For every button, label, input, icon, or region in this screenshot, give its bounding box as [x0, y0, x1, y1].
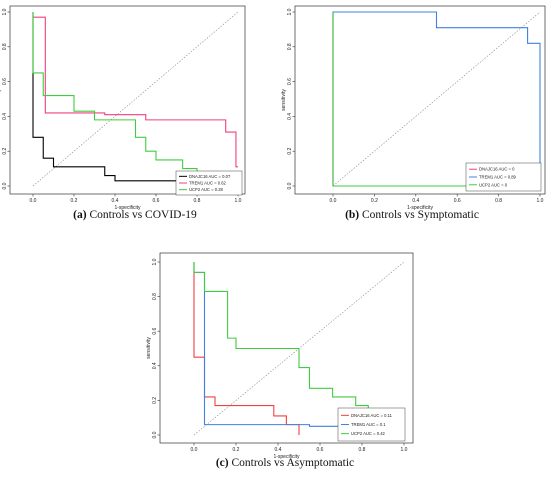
roc-curve-2 [33, 16, 238, 168]
legend-entry: UCP2 AUC = 0 [479, 182, 508, 187]
x-tick-label: 0.0 [30, 198, 37, 204]
panel-caption: (a) Controls vs COVID-19 [73, 209, 197, 221]
y-tick-label: 0.6 [2, 78, 8, 85]
legend-entry: UCP2 AUC = 0.42 [351, 431, 386, 436]
x-tick-label: 0.8 [495, 198, 502, 204]
roc-panel-2: 0.0 0.2 0.4 0.6 0.8 1.0 0.0 0.2 0.4 0.6 0.8 1.0 1-sp… [281, 5, 546, 221]
y-tick-label: 0.8 [287, 43, 293, 50]
legend-box [337, 407, 406, 442]
roc-curve-2 [193, 262, 404, 427]
y-axis-label: sensitivity [0, 89, 2, 111]
legend-box [175, 170, 243, 196]
legend-entry: DNAJC16 AUC = 0 [479, 167, 515, 172]
reference-diagonal [332, 11, 541, 187]
roc-curve-2 [332, 11, 541, 186]
legend-entry: TREM1 AUC = 0.1 [351, 422, 386, 427]
x-tick-label: 0.8 [194, 198, 201, 204]
plot-frame [294, 5, 546, 195]
y-axis-label: sensitivity [146, 337, 152, 359]
roc-panel-1: 0.0 0.2 0.4 0.6 0.8 1.0 0.0 0.2 0.4 0.6 0.8 1.0 1-sp… [0, 5, 246, 221]
x-tick-label: 0.8 [359, 447, 366, 453]
x-tick-label: 0.6 [317, 447, 324, 453]
legend-entry: TREM1 AUC = 0.89 [479, 175, 517, 180]
x-axis-label: 1-specificity [114, 205, 141, 211]
caption-text: Controls vs Asymptomatic [229, 457, 355, 469]
y-tick-label: 0.2 [2, 148, 8, 155]
y-tick-label: 0.8 [152, 293, 158, 300]
x-tick-label: 0.0 [330, 198, 337, 204]
y-tick-label: 0.4 [287, 113, 293, 120]
y-tick-label: 0.0 [152, 431, 158, 438]
y-tick-label: 0.2 [152, 397, 158, 404]
x-tick-label: 0.4 [412, 198, 419, 204]
x-tick-label: 1.0 [235, 198, 242, 204]
x-tick-label: 0.0 [191, 447, 198, 453]
legend-entry: DNAJC16 AUC = 0.07 [189, 174, 231, 179]
panel-caption: (c) Controls vs Asymptomatic [216, 457, 354, 469]
x-tick-label: 0.2 [71, 198, 78, 204]
y-tick-label: 0.6 [287, 78, 293, 85]
x-tick-label: 1.0 [537, 198, 544, 204]
y-tick-label: 0.0 [287, 182, 293, 189]
x-tick-label: 0.2 [233, 447, 240, 453]
x-tick-label: 0.6 [454, 198, 461, 204]
x-tick-label: 0.4 [112, 198, 119, 204]
roc-curve-3 [193, 262, 369, 435]
y-tick-label: 0.4 [2, 113, 8, 120]
y-tick-label: 0.4 [152, 362, 158, 369]
caption-letter: (b) [345, 209, 359, 221]
y-tick-label: 0.2 [287, 148, 293, 155]
panel-caption: (b) Controls vs Symptomatic [345, 209, 479, 221]
legend-entry: TREM1 AUC = 0.62 [189, 181, 227, 186]
x-tick-label: 0.2 [371, 198, 378, 204]
roc-curve-1 [32, 12, 238, 182]
x-tick-label: 0.4 [275, 447, 282, 453]
roc-curve-3 [32, 12, 238, 182]
legend-entry: DNAJC16 AUC = 0.11 [351, 413, 393, 418]
legend-box [465, 162, 542, 192]
plot-frame [159, 252, 414, 444]
plot-frame [9, 5, 246, 195]
y-axis-label: sensitivity [281, 89, 287, 111]
y-tick-label: 1.0 [152, 258, 158, 265]
caption-letter: (a) [73, 209, 87, 221]
reference-diagonal [32, 11, 239, 187]
caption-text: Controls vs Symptomatic [359, 209, 479, 221]
x-axis-label: 1-specificity [273, 454, 300, 460]
caption-text: Controls vs COVID-19 [87, 209, 197, 221]
caption-letter: (c) [216, 457, 229, 469]
x-tick-label: 1.0 [401, 447, 408, 453]
y-tick-label: 0.0 [2, 182, 8, 189]
legend-entry: UCP2 AUC = 0.28 [189, 187, 224, 192]
y-tick-label: 1.0 [287, 8, 293, 15]
y-tick-label: 0.8 [2, 43, 8, 50]
x-axis-label: 1-specificity [407, 205, 434, 211]
y-tick-label: 1.0 [2, 8, 8, 15]
y-tick-label: 0.6 [152, 328, 158, 335]
roc-panel-3: 0.0 0.2 0.4 0.6 0.8 1.0 0.0 0.2 0.4 0.6 0.8 1.0 1-sp… [146, 252, 414, 469]
x-tick-label: 0.6 [153, 198, 160, 204]
